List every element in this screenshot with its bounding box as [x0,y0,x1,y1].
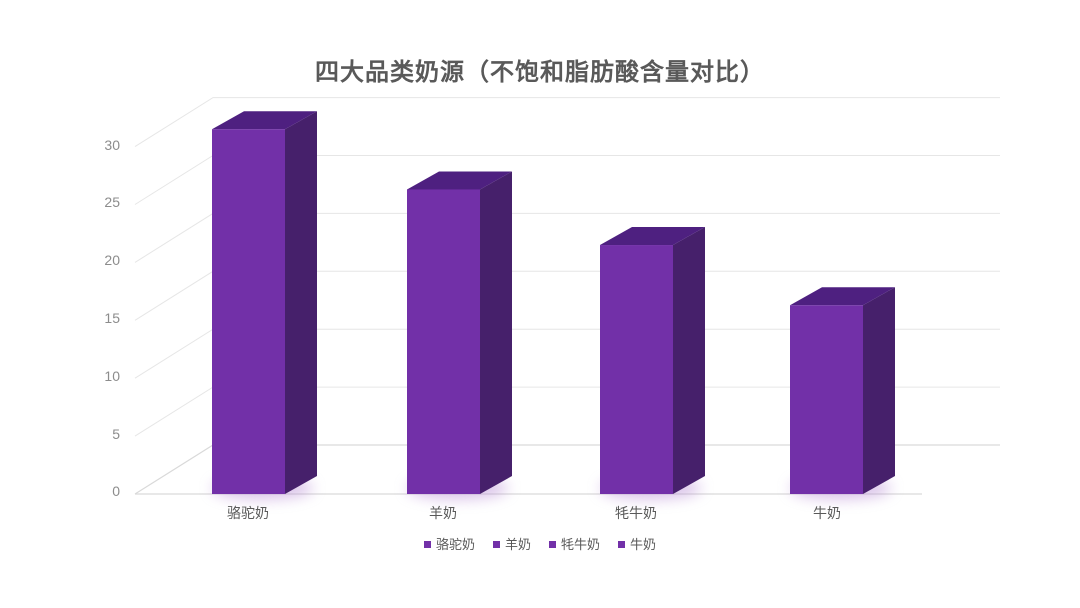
bar-side-face [863,287,895,494]
y-axis-tick-label: 10 [104,368,120,384]
bar-top-face [212,111,317,130]
bar-column[interactable] [212,111,317,499]
legend-item-label: 羊奶 [504,537,531,552]
bar-front-face [790,305,863,494]
bar-top-face [790,287,895,306]
legend-swatch-icon [618,541,626,548]
legend-item-label: 牛奶 [630,537,657,552]
bar-front-face [407,189,480,495]
x-axis-category-label: 骆驼奶 [227,505,269,521]
y-axis-tick-label: 5 [112,426,120,442]
chart-title: 四大品类奶源（不饱和脂肪酸含量对比） [315,59,765,86]
legend-item[interactable]: 牦牛奶 [549,538,600,551]
chart-legend: 骆驼奶 羊奶 牦牛奶 牛奶 [0,538,1080,551]
y-axis-tick-label: 30 [104,137,120,153]
bar-top-face [600,227,705,246]
bar-front-face [212,129,285,495]
y-axis-tick-label: 0 [112,483,120,499]
bar-front-face [600,245,673,494]
x-axis-category-label: 羊奶 [429,505,457,521]
legend-swatch-icon [549,541,556,548]
y-axis-tick-label: 25 [104,194,120,210]
x-axis-category-label: 牛奶 [813,505,841,521]
bars [212,111,895,499]
legend-item[interactable]: 羊奶 [492,537,531,552]
x-axis-category-label: 牦牛奶 [615,505,657,521]
y-axis-tick-label: 20 [104,252,120,268]
legend-item[interactable]: 骆驼奶 [423,537,475,552]
bar-side-face [285,111,317,494]
bar-column[interactable] [407,171,512,499]
y-axis-tick-label: 15 [104,310,120,326]
bar-top-face [407,171,512,190]
legend-item-label: 骆驼奶 [435,537,475,552]
bar-column[interactable] [790,287,895,499]
legend-swatch-icon [423,541,431,548]
legend-item[interactable]: 牛奶 [618,538,656,551]
legend-item-label: 牦牛奶 [561,537,601,552]
bar-side-face [673,227,705,494]
legend-swatch-icon [492,541,500,548]
bar-side-face [480,171,512,495]
bar-column[interactable] [600,227,705,499]
